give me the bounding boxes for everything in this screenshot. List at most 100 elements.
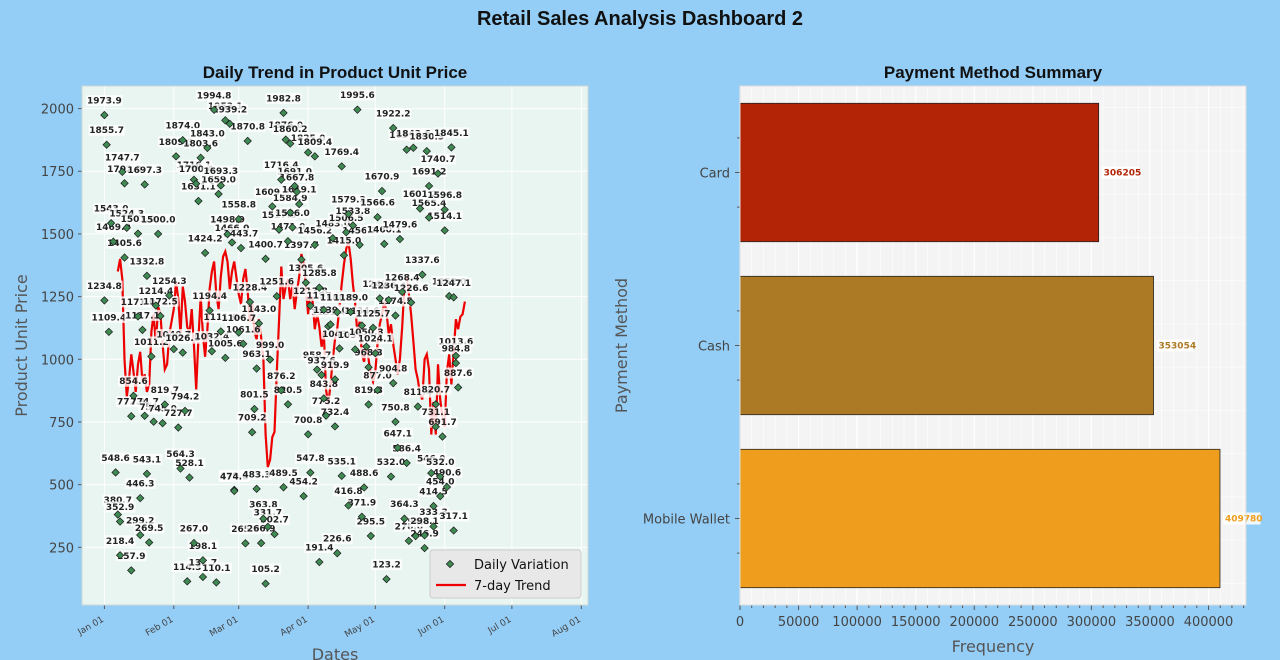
data-label: 1226.6 xyxy=(394,284,429,294)
data-label: 454.2 xyxy=(289,478,317,488)
data-label: 794.2 xyxy=(171,392,199,402)
data-label: 1050.3 xyxy=(349,328,384,338)
scatter-point xyxy=(149,417,158,426)
data-label-bg xyxy=(220,312,257,324)
scatter-point xyxy=(422,146,431,156)
data-label-bg xyxy=(124,478,156,490)
scatter-point xyxy=(355,240,364,249)
scatter-point xyxy=(442,482,452,492)
data-label: 1860.2 xyxy=(273,125,308,135)
data-label-bg xyxy=(131,453,163,465)
data-label: 364.3 xyxy=(390,500,418,510)
data-label: 532.0 xyxy=(377,458,405,468)
scatter-point xyxy=(292,187,302,197)
scatter-point xyxy=(178,348,187,357)
data-label-bg xyxy=(191,290,228,302)
data-label-bg xyxy=(220,199,257,211)
x-tick-label: 50000 xyxy=(778,615,819,630)
data-label: 1026.8 xyxy=(165,334,200,344)
scatter-point xyxy=(449,293,458,302)
scatter-point xyxy=(127,412,136,421)
data-label: 819.7 xyxy=(151,386,179,396)
data-label: 1254.3 xyxy=(152,277,187,287)
bar-value-label: 306205 xyxy=(1104,169,1142,179)
data-label: 1809.3 xyxy=(159,138,194,148)
data-label: 371.9 xyxy=(348,498,376,508)
data-label-bg xyxy=(165,448,197,460)
scatter-point xyxy=(371,349,380,358)
scatter-point xyxy=(261,579,270,588)
data-label: 1189.0 xyxy=(333,293,368,303)
scatter-point xyxy=(138,325,147,335)
scatter-point xyxy=(310,152,320,161)
scatter-point xyxy=(115,517,125,526)
data-label-bg xyxy=(310,395,342,407)
data-label: 1558.8 xyxy=(221,201,256,211)
x-tick-label: 400000 xyxy=(1184,615,1234,630)
y-tick-label: 500 xyxy=(49,479,74,494)
data-label: 1337.6 xyxy=(405,256,440,266)
scatter-point xyxy=(402,145,411,154)
data-label: 1117.1 xyxy=(125,311,160,321)
data-label: 267.0 xyxy=(180,525,208,535)
scatter-point xyxy=(104,327,114,337)
data-label: 266.9 xyxy=(247,525,275,535)
data-label: 1498.9 xyxy=(210,216,245,226)
scatter-point xyxy=(250,404,259,414)
data-label: 647.1 xyxy=(383,429,411,439)
data-label-bg xyxy=(332,485,364,497)
data-label-bg xyxy=(254,339,286,351)
data-label-bg xyxy=(292,414,324,426)
scatter-point xyxy=(411,531,420,541)
scatter-point xyxy=(277,386,286,395)
scatter-point xyxy=(429,501,438,511)
data-label-bg xyxy=(426,189,463,201)
data-label: 123.2 xyxy=(372,561,400,571)
scatter-point xyxy=(333,549,342,558)
data-label-bg xyxy=(433,127,470,139)
data-label-bg xyxy=(321,533,353,545)
scatter-point xyxy=(420,531,429,540)
data-label: 1013.6 xyxy=(439,337,474,347)
data-label-bg xyxy=(100,452,132,464)
data-label-bg xyxy=(250,563,282,575)
data-label: 1032.4 xyxy=(194,333,229,343)
data-label-bg xyxy=(357,333,394,345)
scatter-point xyxy=(330,422,340,431)
scatter-point xyxy=(200,248,210,258)
scatter-point xyxy=(176,464,185,473)
data-label: 218.4 xyxy=(106,537,134,547)
scatter-point xyxy=(180,406,190,416)
scatter-point xyxy=(303,430,313,439)
data-label: 1659.0 xyxy=(201,176,236,186)
data-label: 1106.7 xyxy=(221,314,256,324)
data-label: 1533.8 xyxy=(336,207,371,217)
data-label: 887.6 xyxy=(444,369,472,379)
data-label-bg xyxy=(272,123,309,135)
data-label-bg xyxy=(404,254,441,266)
scatter-point xyxy=(368,323,378,332)
data-label-bg xyxy=(265,370,297,382)
legend-marker-daily-variation xyxy=(445,559,455,569)
data-label: 727.7 xyxy=(164,409,192,419)
data-label: 1922.2 xyxy=(376,110,411,120)
data-label: 269.5 xyxy=(135,524,163,534)
y-tick-label: 1250 xyxy=(41,291,74,306)
data-label: 1332.8 xyxy=(130,257,165,267)
scatter-point xyxy=(165,291,174,300)
scatter-point xyxy=(391,417,400,426)
x-tick-label: May 01 xyxy=(343,615,377,640)
scatter-point xyxy=(342,228,351,237)
data-label: 1443.7 xyxy=(224,230,259,240)
data-label-bg xyxy=(247,238,284,250)
scatter-point xyxy=(402,458,411,468)
scatter-point xyxy=(447,143,456,152)
data-label-bg xyxy=(200,174,237,186)
data-label: 586.4 xyxy=(392,444,420,454)
x-tick-label: Jul 01 xyxy=(486,615,514,637)
data-label-bg xyxy=(90,311,128,323)
data-label: 110.1 xyxy=(202,564,230,574)
scatter-point xyxy=(384,295,393,305)
scatter-point xyxy=(169,344,178,354)
data-label-bg xyxy=(88,124,125,136)
